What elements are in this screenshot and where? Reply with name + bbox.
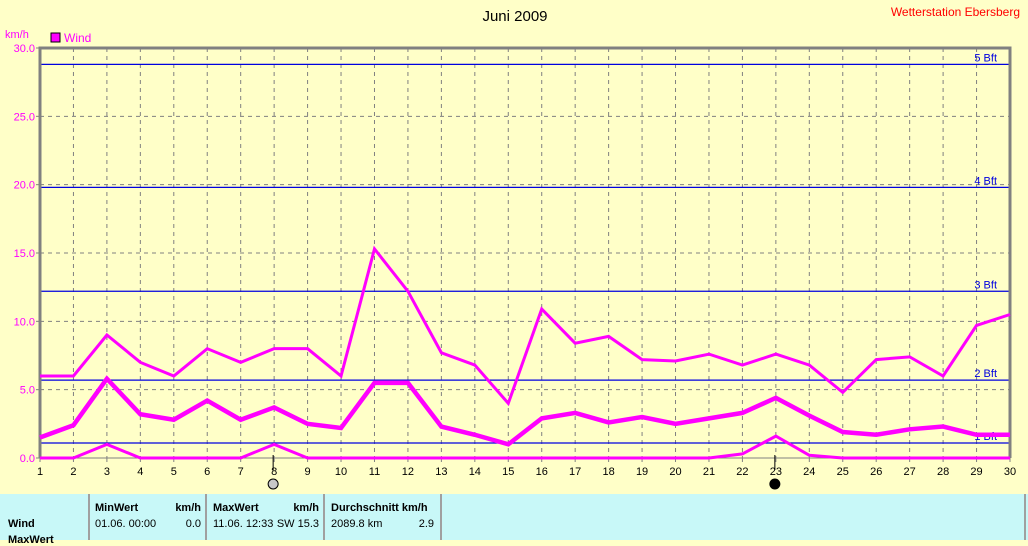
x-tick-label: 16: [536, 466, 548, 478]
x-tick-label: 29: [970, 466, 982, 478]
x-tick-label: 10: [335, 466, 347, 478]
legend-label: Wind: [64, 31, 91, 45]
y-tick-label: 5.0: [20, 385, 35, 397]
x-tick-label: 5: [171, 466, 177, 478]
avg-distance: 2089.8 km: [331, 518, 382, 530]
y-tick-label: 20.0: [14, 180, 35, 192]
min-header: MinWert: [95, 502, 138, 514]
x-tick-label: 6: [204, 466, 210, 478]
x-tick-label: 27: [904, 466, 916, 478]
x-tick-label: 20: [669, 466, 681, 478]
x-tick-label: 17: [569, 466, 581, 478]
stats-table: Wind MaxWert MinWert km/h 01.06. 00:00 0…: [0, 494, 1028, 540]
beaufort-label: 3 Bft: [974, 279, 997, 291]
min-unit: km/h: [175, 502, 201, 514]
x-tick-label: 11: [369, 466, 380, 478]
x-tick-label: 19: [636, 466, 648, 478]
legend-swatch: [51, 33, 60, 42]
max-date: 11.06. 12:33: [213, 518, 273, 530]
min-value: 0.0: [186, 518, 201, 530]
min-date: 01.06. 00:00: [95, 518, 156, 530]
avg-value: 2.9: [419, 518, 434, 530]
row-label-maxwert: MaxWert: [8, 534, 54, 546]
max-header: MaxWert: [213, 502, 259, 514]
x-tick-label: 18: [602, 466, 614, 478]
x-tick-label: 7: [238, 466, 244, 478]
x-tick-label: 28: [937, 466, 949, 478]
x-tick-label: 30: [1004, 466, 1016, 478]
x-tick-label: 8: [271, 466, 277, 478]
max-unit: km/h: [293, 502, 319, 514]
series-line-3: [40, 436, 1010, 458]
chart-title: Juni 2009: [482, 8, 547, 25]
x-tick-label: 15: [502, 466, 514, 478]
x-tick-label: 25: [837, 466, 849, 478]
x-tick-label: 21: [703, 466, 715, 478]
max-value: SW 15.3: [277, 518, 319, 530]
beaufort-label: 4 Bft: [974, 175, 997, 187]
y-tick-label: 10.0: [14, 316, 35, 328]
full-moon-icon: [268, 479, 278, 489]
x-tick-label: 3: [104, 466, 110, 478]
series-line-2: [40, 379, 1010, 445]
y-tick-label: 30.0: [14, 43, 35, 55]
x-tick-label: 22: [736, 466, 748, 478]
x-tick-label: 2: [70, 466, 76, 478]
y-tick-label: 15.0: [14, 248, 35, 260]
wind-chart: Juni 2009 Wetterstation Ebersberg km/h Wind…: [0, 0, 1028, 494]
x-tick-label: 26: [870, 466, 882, 478]
x-tick-label: 9: [305, 466, 311, 478]
y-tick-label: 25.0: [14, 111, 35, 123]
x-tick-label: 13: [435, 466, 447, 478]
row-label-wind: Wind: [8, 518, 35, 530]
beaufort-label: 5 Bft: [974, 52, 997, 64]
new-moon-icon: [770, 479, 780, 489]
station-name: Wetterstation Ebersberg: [891, 5, 1020, 19]
beaufort-label: 2 Bft: [974, 368, 997, 380]
avg-header: Durchschnitt km/h: [331, 502, 428, 514]
x-tick-label: 23: [770, 466, 782, 478]
x-tick-label: 12: [402, 466, 414, 478]
x-tick-label: 24: [803, 466, 815, 478]
x-tick-label: 14: [469, 466, 481, 478]
y-tick-label: 0.0: [20, 453, 35, 465]
x-tick-label: 1: [37, 466, 43, 478]
y-axis-unit: km/h: [5, 29, 29, 41]
x-tick-label: 4: [137, 466, 143, 478]
